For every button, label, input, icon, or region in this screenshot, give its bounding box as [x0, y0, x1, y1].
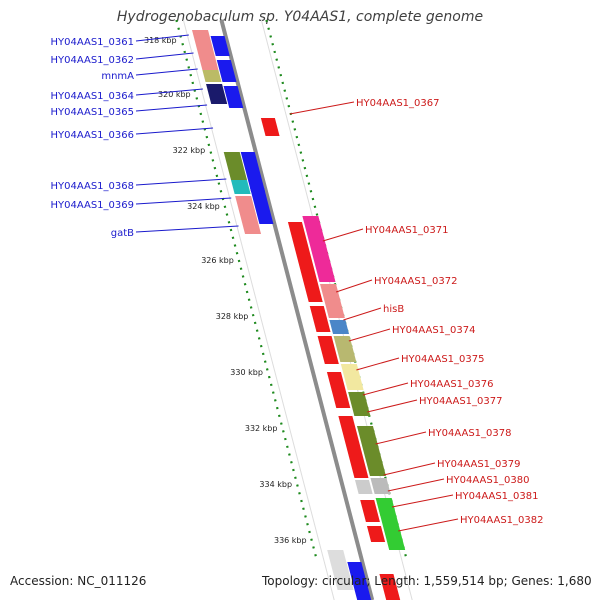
feature-block-1 [202, 70, 222, 82]
right-leader-line [322, 228, 364, 242]
feature-block-32 [379, 574, 401, 600]
right-gene-label: HY04AAS1_0381 [455, 491, 538, 502]
tick-label: 320 kbp [158, 90, 191, 99]
right-leader-line [356, 357, 400, 371]
genome-backbone [219, 19, 375, 600]
left-leader-line [135, 197, 232, 205]
left-gene-label: HY04AAS1_0368 [51, 181, 134, 192]
feature-block-25 [340, 364, 364, 390]
right-gene-label: HY04AAS1_0367 [356, 98, 439, 109]
feature-block-30 [375, 498, 406, 550]
left-gene-label: HY04AAS1_0362 [51, 55, 134, 66]
feature-block-19 [360, 500, 380, 522]
left-leader-line [135, 127, 214, 135]
right-leader-line [398, 518, 459, 532]
feature-block-24 [333, 336, 357, 362]
feature-block-3 [223, 152, 247, 180]
right-leader-line [289, 101, 355, 115]
tick-labels: 318 kbp 320 kbp 322 kbp 324 kbp 326 kbp 328 k… [144, 36, 307, 545]
right-leader-line [362, 382, 409, 396]
left-gene-label: gatB [111, 228, 134, 239]
left-gene-label: HY04AAS1_0364 [51, 91, 134, 102]
left-leader-line [135, 104, 208, 112]
feature-block-21 [302, 216, 336, 282]
feature-block-10 [245, 172, 266, 192]
left-gene-label: HY04AAS1_0366 [51, 130, 134, 141]
feature-block-18 [355, 480, 373, 494]
right-gene-label: HY04AAS1_0378 [428, 428, 511, 439]
map-title: Hydrogenobaculum sp. Y04AAS1, complete g… [116, 9, 484, 25]
feature-block-14 [309, 306, 331, 332]
tick-label: 334 kbp [259, 480, 292, 489]
right-gene-labels: HY04AAS1_0367 HY04AAS1_0371 HY04AAS1_0372h… [289, 98, 543, 532]
left-gene-label: HY04AAS1_0361 [51, 37, 134, 48]
feature-block-5 [235, 196, 262, 234]
feature-block-2 [206, 84, 228, 104]
feature-block-33 [327, 550, 354, 590]
left-leader-line [135, 178, 227, 186]
right-leader-line [375, 431, 427, 445]
feature-block-23 [329, 320, 350, 334]
left-leader-line [135, 88, 203, 96]
left-gene-label: mnmA [101, 71, 134, 82]
tick-label: 336 kbp [274, 536, 307, 545]
feature-block-26 [348, 392, 371, 416]
feature-block-13 [287, 222, 323, 302]
right-leader-line [367, 399, 418, 413]
tick-label: 326 kbp [201, 256, 234, 265]
left-leader-line [135, 225, 239, 233]
feature-block-11 [250, 188, 274, 224]
feature-block-31 [347, 562, 372, 600]
feature-block-20 [366, 526, 386, 542]
left-leader-line [135, 52, 194, 60]
left-gene-labels: HY04AAS1_0361 HY04AAS1_0362 mnmA HY04AAS1_0… [51, 34, 239, 239]
feature-block-27 [356, 426, 386, 476]
feature-block-4 [231, 180, 251, 194]
right-leader-line [335, 279, 373, 293]
accession-text: Accession: NC_011126 [10, 574, 147, 588]
right-gene-label: HY04AAS1_0379 [437, 459, 520, 470]
tick-label: 324 kbp [187, 202, 220, 211]
right-gene-label: HY04AAS1_0382 [460, 515, 543, 526]
left-leader-line [135, 34, 189, 42]
right-leader-line [383, 462, 436, 476]
tick-label: 328 kbp [216, 312, 249, 321]
feature-block-6 [210, 36, 230, 56]
inner-dotted-ring [175, 19, 318, 561]
right-leader-line [348, 328, 391, 342]
feature-block-28 [370, 478, 391, 494]
right-gene-label: HY04AAS1_0371 [365, 225, 448, 236]
tick-label: 318 kbp [144, 36, 177, 45]
feature-block-0 [192, 30, 219, 70]
left-leader-line [135, 68, 198, 76]
right-leader-line [391, 494, 454, 508]
right-gene-label: HY04AAS1_0372 [374, 276, 457, 287]
right-leader-line [387, 478, 445, 492]
right-leader-line [343, 307, 382, 321]
feature-block-16 [326, 372, 351, 408]
right-gene-label: hisB [383, 304, 404, 315]
tick-label: 322 kbp [173, 146, 206, 155]
tick-label: 330 kbp [230, 368, 263, 377]
feature-block-9 [240, 152, 260, 172]
tick-label: 332 kbp [245, 424, 278, 433]
right-gene-label: HY04AAS1_0380 [446, 475, 529, 486]
topology-text: Topology: circular; Length: 1,559,514 bp… [262, 574, 592, 588]
right-gene-label: HY04AAS1_0374 [392, 325, 475, 336]
backbone-line [219, 19, 375, 600]
feature-block-15 [317, 336, 339, 364]
lane-border-left [182, 19, 335, 600]
left-gene-label: HY04AAS1_0369 [51, 200, 134, 211]
right-gene-label: HY04AAS1_0377 [419, 396, 502, 407]
feature-block-8 [223, 86, 244, 108]
feature-block-12 [260, 118, 280, 136]
feature-block-17 [338, 416, 369, 478]
right-gene-label: HY04AAS1_0376 [410, 379, 493, 390]
feature-block-22 [320, 284, 345, 318]
left-gene-label: HY04AAS1_0365 [51, 107, 134, 118]
feature-block-7 [216, 60, 237, 82]
right-gene-label: HY04AAS1_0375 [401, 354, 484, 365]
feature-blocks [192, 30, 406, 600]
